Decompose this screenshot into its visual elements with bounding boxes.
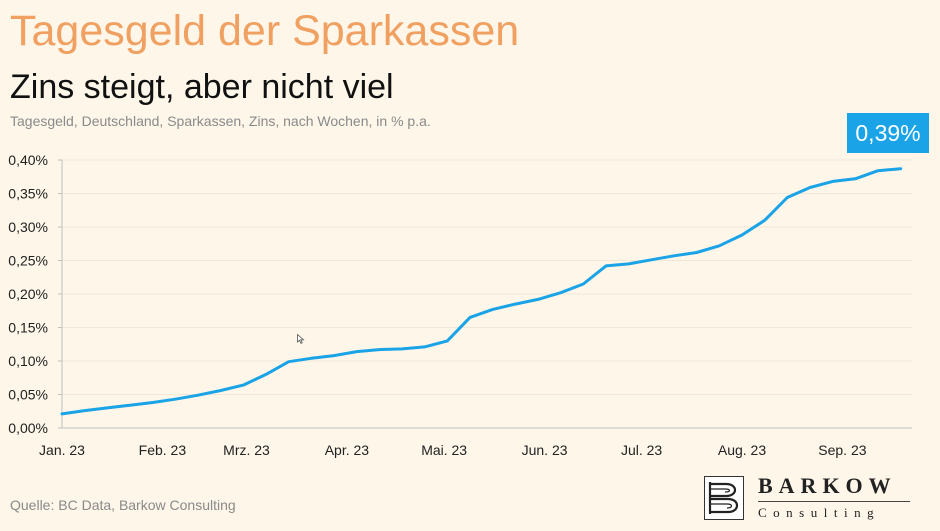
x-tick-label: Aug. 23 [718, 442, 766, 458]
series-line [60, 167, 903, 416]
mouse-cursor-icon [297, 334, 305, 344]
y-tick-label: 0,10% [8, 353, 48, 369]
chart-description: Tagesgeld, Deutschland, Sparkassen, Zins… [10, 113, 431, 129]
y-tick-label: 0,00% [8, 420, 48, 436]
x-tick-label: Jan. 23 [39, 442, 85, 458]
y-axis: 0,00% 0,05% 0,10% 0,15% 0,20% 0,25% 0,30% 0,35%… [8, 152, 63, 436]
x-tick-label: Jun. 23 [522, 442, 568, 458]
x-tick-label: Jul. 23 [621, 442, 662, 458]
x-axis: Jan. 23 Feb. 23 Mrz. 23 Apr. 23 Mai. 23 Jun. … [39, 427, 912, 458]
x-tick-label: Mai. 23 [421, 442, 467, 458]
y-tick-label: 0,40% [8, 152, 48, 168]
y-tick-label: 0,15% [8, 320, 48, 336]
barkow-logo: BARKOW Consulting [700, 472, 916, 522]
last-value-callout: 0,39% [847, 113, 929, 153]
y-tick-label: 0,35% [8, 186, 48, 202]
logo-divider [758, 501, 910, 502]
logo-subtitle: Consulting [758, 505, 881, 520]
source-note: Quelle: BC Data, Barkow Consulting [10, 497, 236, 513]
x-tick-label: Feb. 23 [139, 442, 187, 458]
x-tick-label: Apr. 23 [325, 442, 370, 458]
x-tick-label: Mrz. 23 [223, 442, 270, 458]
chart-subtitle: Zins steigt, aber nicht viel [10, 68, 394, 106]
chart-series [60, 167, 903, 416]
chart-title: Tagesgeld der Sparkassen [10, 7, 520, 55]
y-tick-label: 0,25% [8, 253, 48, 269]
logo-name: BARKOW [758, 473, 897, 498]
y-tick-label: 0,30% [8, 219, 48, 235]
y-tick-label: 0,05% [8, 387, 48, 403]
barkow-logo-icon [704, 476, 744, 520]
x-tick-label: Sep. 23 [818, 442, 866, 458]
y-tick-label: 0,20% [8, 286, 48, 302]
